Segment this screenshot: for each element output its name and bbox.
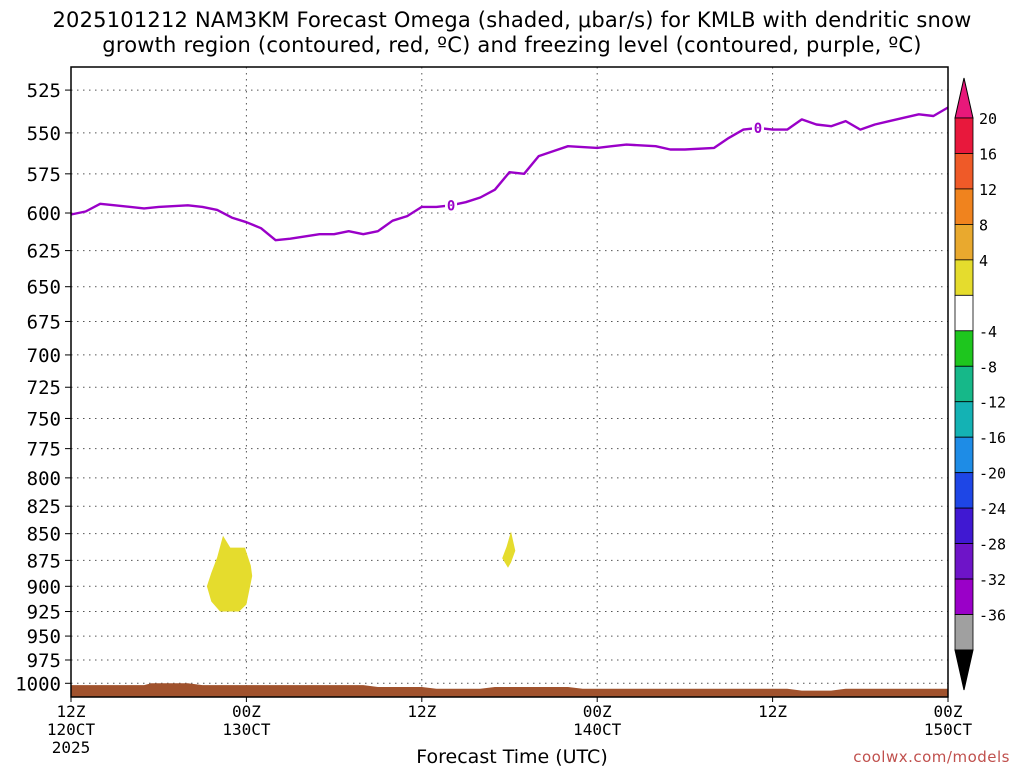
colorbar-swatch [954,294,974,332]
colorbar-top-triangle [954,77,974,119]
colorbar-label: -24 [979,500,1006,518]
y-tick-label: 725 [27,377,61,399]
colorbar-label: 20 [979,110,997,128]
colorbar-swatch [954,188,974,225]
y-tick-label: 850 [27,524,61,546]
x-tick-label: 00Z [232,702,261,721]
omega-region [206,535,253,612]
colorbar-swatch [954,117,974,154]
y-tick-label: 925 [27,602,61,624]
y-tick-label: 700 [27,345,61,367]
colorbar-swatch [954,436,974,474]
y-tick-label: 750 [27,408,61,430]
colorbar-swatch [954,223,974,261]
colorbar-bottom-triangle [954,649,974,691]
contour-label-bg [445,197,458,214]
colorbar-label: -20 [979,465,1006,483]
x-tick-label: 12Z [407,702,436,721]
colorbar-swatch [954,401,974,438]
colorbar-label: 8 [979,216,988,234]
credit-text: coolwx.com/models [853,748,1010,766]
x-tick-label: 12Z [758,702,787,721]
colorbar-swatch [954,472,974,509]
x-tick-label: 120CT [47,720,96,739]
y-tick-label: 950 [27,626,61,648]
x-tick-label: 12Z [57,702,86,721]
contour-label-bg [751,119,764,136]
y-tick-label: 525 [27,80,61,102]
x-axis-label: Forecast Time (UTC) [416,746,608,768]
terrain-area [71,683,948,697]
colorbar-swatch [954,543,974,580]
colorbar-label: 12 [979,181,997,199]
x-tick-label: 130CT [222,720,271,739]
contour-label: 0 [754,121,762,137]
contour-label: 0 [447,198,455,214]
colorbar-label: -8 [979,358,997,376]
x-tick-label: 2025 [52,738,91,757]
y-tick-label: 600 [27,203,61,225]
y-tick-label: 825 [27,496,61,518]
colorbar-label: 4 [979,252,988,270]
omega-shading [206,531,516,612]
terrain-fill [71,683,948,697]
y-tick-label: 800 [27,468,61,490]
x-tick-label: 00Z [583,702,612,721]
colorbar-swatch [954,578,974,615]
colorbar-label: -32 [979,571,1006,589]
y-tick-label: 975 [27,650,61,672]
y-tick-label: 900 [27,576,61,598]
y-axis-ticks: 525 550 575 600 625 650 675 700 725 750 775 800 825 8… [15,80,71,695]
colorbar-label: 16 [979,145,997,163]
colorbar-label: -36 [979,607,1006,625]
grid-lines [71,67,948,697]
x-tick-label: 150CT [924,720,973,739]
colorbar-label: -16 [979,429,1006,447]
x-tick-label: 140CT [573,720,622,739]
y-tick-label: 875 [27,550,61,572]
y-tick-label: 625 [27,241,61,263]
colorbar-swatch [954,330,974,367]
y-tick-label: 775 [27,439,61,461]
y-tick-label: 675 [27,311,61,333]
y-tick-label: 550 [27,123,61,145]
plot-frame [70,66,949,698]
chart-title-line2: growth region (contoured, red, ºC) and f… [102,33,922,57]
x-tick-label: 00Z [934,702,963,721]
omega-region [502,531,516,568]
freezing-level: 00 [70,106,949,242]
colorbar-swatch [954,614,974,651]
y-tick-label: 1000 [15,673,61,695]
colorbar-label: -12 [979,394,1006,412]
plot-border [70,66,949,698]
colorbar-label: -4 [979,323,997,341]
colorbar-label: -28 [979,536,1006,554]
colorbar-swatch [954,259,974,296]
colorbar: 20 16 12 8 4 -4 -8 -12 -16 -20 -24 -28 -32 -36 [954,77,1006,691]
freezing-level-line [70,106,949,242]
colorbar-swatch [954,365,974,403]
y-tick-label: 650 [27,277,61,299]
chart-title-line1: 2025101212 NAM3KM Forecast Omega (shaded… [52,8,972,32]
colorbar-swatch [954,153,974,190]
y-tick-label: 575 [27,164,61,186]
colorbar-swatch [954,507,974,544]
